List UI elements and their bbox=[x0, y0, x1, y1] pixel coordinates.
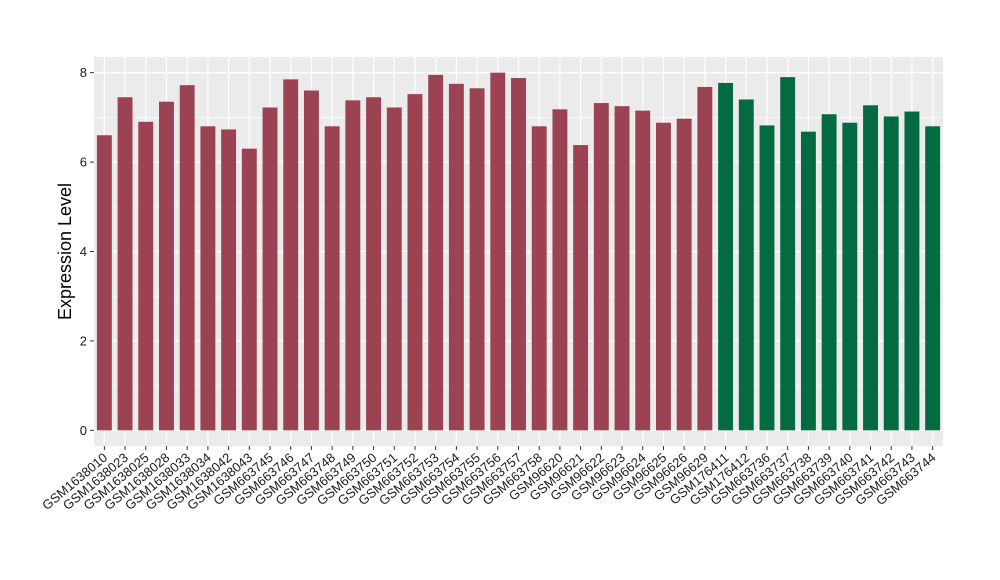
bar-GSM663737 bbox=[780, 77, 796, 431]
bar-GSM96625 bbox=[655, 122, 671, 431]
bar-GSM663743 bbox=[904, 111, 920, 431]
bar-GSM663746 bbox=[283, 79, 299, 431]
bar-GSM1638010 bbox=[96, 135, 112, 431]
bar-GSM96629 bbox=[697, 86, 713, 431]
bar-GSM1638043 bbox=[241, 148, 257, 431]
y-tick-label: 6 bbox=[80, 155, 87, 170]
bar-GSM96626 bbox=[676, 118, 692, 431]
bar-GSM96621 bbox=[573, 145, 589, 431]
bar-GSM1638033 bbox=[179, 85, 195, 431]
bar-GSM663741 bbox=[863, 105, 878, 431]
bar-GSM1638034 bbox=[200, 126, 216, 431]
bar-GSM176411 bbox=[718, 82, 734, 431]
bar-GSM1638028 bbox=[159, 101, 174, 431]
bar-GSM663758 bbox=[531, 126, 547, 431]
x-axis: GSM1638010GSM1638023GSM1638025GSM1638028… bbox=[39, 446, 939, 513]
bars bbox=[96, 72, 941, 431]
bar-GSM663738 bbox=[800, 131, 816, 431]
y-axis: 0 2 4 6 8 bbox=[80, 65, 94, 438]
bar-GSM663747 bbox=[303, 90, 319, 431]
bar-GSM663750 bbox=[366, 97, 382, 431]
bar-GSM663751 bbox=[386, 107, 402, 431]
bar-GSM96623 bbox=[614, 106, 630, 431]
bar-GSM1638042 bbox=[221, 129, 237, 431]
y-tick-label: 4 bbox=[80, 244, 87, 259]
bar-GSM1638025 bbox=[138, 121, 154, 431]
bar-GSM663748 bbox=[324, 126, 340, 431]
bar-GSM1638023 bbox=[117, 97, 133, 431]
bar-GSM663755 bbox=[469, 88, 485, 431]
y-tick-label: 2 bbox=[80, 333, 87, 348]
bar-GSM663754 bbox=[448, 83, 464, 431]
bar-GSM663745 bbox=[262, 107, 278, 431]
bar-GSM663744 bbox=[925, 126, 941, 431]
bar-GSM96622 bbox=[593, 103, 609, 431]
bar-GSM663739 bbox=[821, 114, 837, 431]
bar-GSM663756 bbox=[490, 72, 506, 431]
bar-GSM96620 bbox=[552, 109, 568, 431]
y-tick-label: 8 bbox=[80, 65, 87, 80]
bar-GSM663753 bbox=[428, 74, 444, 431]
bar-GSM663742 bbox=[883, 116, 899, 431]
y-tick-label: 0 bbox=[80, 423, 87, 438]
bar-GSM663740 bbox=[842, 122, 858, 431]
bar-GSM663749 bbox=[345, 100, 361, 431]
bar-GSM663752 bbox=[407, 94, 423, 431]
bar-GSM663736 bbox=[759, 125, 775, 431]
bar-GSM176412 bbox=[738, 99, 754, 431]
y-axis-title: Expression Level bbox=[55, 183, 75, 320]
bar-GSM96624 bbox=[635, 110, 651, 431]
bar-GSM663757 bbox=[511, 78, 526, 431]
